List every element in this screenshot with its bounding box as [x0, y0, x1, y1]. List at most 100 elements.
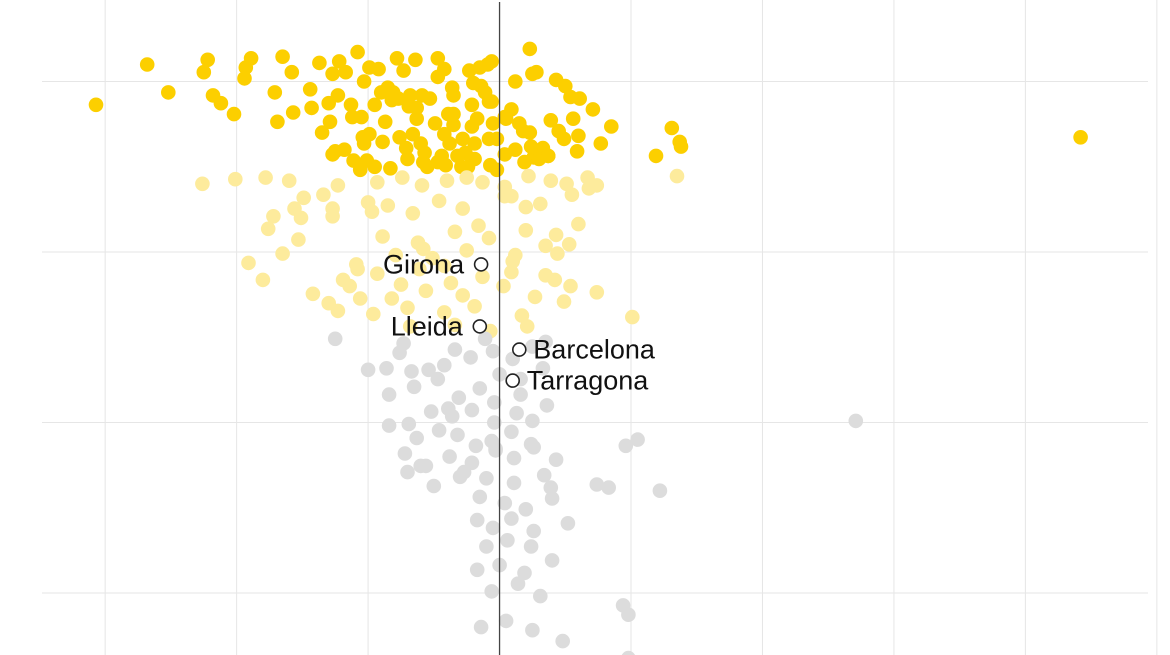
point-high	[304, 100, 319, 116]
point-high	[446, 117, 461, 133]
point-low	[513, 387, 528, 402]
point-mid	[325, 209, 340, 224]
point-high	[540, 148, 556, 164]
point-mid	[296, 190, 312, 206]
point-high	[558, 78, 573, 94]
point-high	[377, 114, 393, 130]
point-low	[560, 516, 576, 531]
point-high	[391, 91, 406, 106]
point-mid	[370, 266, 385, 282]
point-high	[88, 97, 104, 113]
data-points	[88, 41, 1088, 655]
point-high	[237, 71, 252, 86]
point-high	[362, 60, 377, 75]
point-high	[585, 102, 601, 117]
point-mid	[305, 286, 321, 302]
point-low	[472, 489, 488, 505]
city-marker-tarragona	[505, 373, 521, 388]
point-low	[539, 398, 555, 413]
point-high	[485, 116, 501, 131]
city-marker-barcelona	[511, 342, 527, 357]
point-high	[243, 51, 259, 66]
point-mid	[508, 247, 523, 263]
point-high	[314, 125, 330, 140]
point-high	[427, 116, 443, 131]
point-mid	[459, 170, 475, 185]
point-high	[331, 54, 347, 69]
point-low	[430, 371, 446, 387]
point-low	[848, 413, 864, 429]
point-high	[1073, 130, 1088, 145]
point-mid	[402, 319, 418, 334]
point-low	[509, 405, 524, 421]
point-low	[506, 475, 522, 491]
point-high	[312, 55, 327, 71]
point-high	[569, 144, 585, 159]
point-low	[409, 430, 425, 446]
point-low	[533, 588, 548, 604]
point-mid	[281, 173, 297, 188]
point-high	[200, 52, 215, 68]
point-high	[442, 136, 457, 151]
point-low	[525, 622, 540, 638]
point-high	[414, 88, 430, 103]
point-mid	[366, 306, 381, 322]
point-low	[488, 441, 503, 457]
point-high	[345, 109, 360, 125]
point-low	[601, 480, 616, 495]
point-low	[442, 449, 457, 464]
point-low	[479, 539, 494, 554]
point-mid	[352, 291, 368, 306]
point-mid	[589, 285, 605, 300]
point-high	[464, 97, 480, 113]
point-high	[446, 106, 461, 122]
point-mid	[504, 264, 519, 280]
point-high	[343, 97, 359, 113]
point-high	[375, 134, 390, 150]
point-high	[467, 136, 482, 151]
point-low	[447, 342, 463, 357]
point-low	[463, 350, 478, 365]
point-high	[466, 75, 481, 91]
point-low	[498, 613, 514, 629]
point-mid	[514, 308, 530, 323]
point-mid	[543, 173, 559, 188]
point-low	[506, 450, 522, 466]
point-high	[571, 128, 586, 144]
point-mid	[571, 216, 586, 232]
point-high	[161, 85, 176, 100]
point-high	[593, 136, 609, 151]
point-mid	[475, 175, 490, 190]
point-mid	[316, 187, 331, 202]
point-low	[544, 553, 560, 568]
point-high	[338, 64, 354, 80]
point-mid	[321, 295, 337, 311]
point-mid	[425, 250, 440, 266]
point-high	[325, 147, 340, 162]
point-mid	[459, 243, 475, 258]
point-low	[548, 452, 564, 468]
point-high	[529, 64, 544, 80]
point-low	[469, 512, 485, 528]
point-high	[270, 114, 285, 130]
point-high	[350, 44, 365, 60]
point-high	[389, 51, 405, 66]
point-low	[327, 331, 343, 347]
point-mid	[405, 206, 421, 221]
point-high	[477, 85, 493, 100]
point-low	[397, 446, 413, 461]
grid	[42, 0, 1158, 655]
point-low	[437, 357, 452, 373]
point-mid	[559, 176, 574, 192]
point-low	[477, 331, 493, 347]
point-low	[406, 379, 422, 395]
point-mid	[384, 291, 400, 306]
point-high	[400, 151, 415, 167]
point-high	[355, 130, 371, 145]
point-low	[487, 395, 502, 410]
point-low	[487, 415, 502, 430]
point-high	[430, 69, 446, 85]
point-mid	[414, 178, 430, 193]
